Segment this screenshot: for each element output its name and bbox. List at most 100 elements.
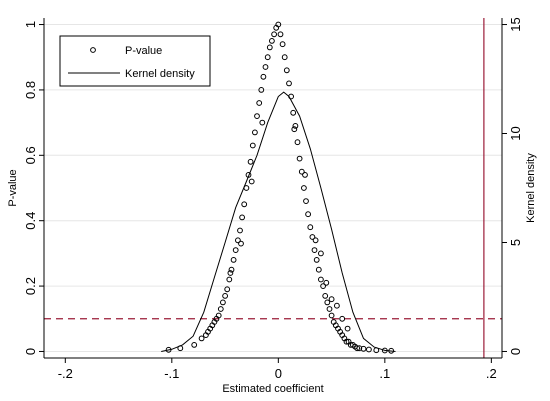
p-value-point [294, 139, 301, 146]
p-value-point [381, 347, 388, 354]
kernel-density-layer [161, 91, 396, 352]
p-value-point [326, 306, 333, 312]
p-value-point [311, 247, 318, 254]
p-value-point [245, 172, 252, 178]
p-value-point [271, 31, 278, 38]
p-value-points [165, 21, 395, 354]
p-value-point [334, 302, 340, 309]
p-value-point [324, 299, 331, 306]
p-value-point [354, 345, 361, 352]
p-value-point [259, 119, 266, 126]
p-value-point [227, 270, 234, 276]
y2-tick-label: 15 [508, 17, 523, 31]
kernel-density-line [161, 91, 396, 352]
p-value-point [247, 158, 254, 165]
gridlines [44, 24, 502, 352]
y-axis-title: P-value [7, 169, 19, 206]
p-value-point [292, 123, 299, 129]
legend-label-kernel-density: Kernel density [125, 68, 195, 80]
p-value-point [286, 80, 292, 87]
p-value-point [264, 54, 271, 61]
p-value-point [165, 346, 172, 353]
p-value-point [220, 299, 226, 306]
p-value-point [198, 335, 205, 342]
y-tick-label: 1 [23, 21, 38, 28]
p-value-point [328, 312, 335, 319]
p-value-point [388, 347, 395, 354]
x-tick-label: -.1 [164, 366, 179, 381]
p-value-point [301, 185, 307, 191]
p-value-point [288, 93, 295, 100]
p-value-point [356, 345, 363, 352]
p-value-point [313, 257, 320, 263]
p-value-point [277, 31, 284, 38]
x-tick-label: .1 [379, 366, 390, 381]
legend-label-p-value: P-value [125, 45, 162, 57]
p-value-point [224, 286, 231, 293]
reference-lines [44, 18, 502, 358]
p-value-point [318, 276, 324, 283]
x-tick-label: -.2 [58, 366, 73, 381]
p-value-point [315, 266, 322, 273]
y2-axis-title: Kernel density [525, 153, 537, 223]
p-value-point [243, 185, 250, 191]
p-value-point [343, 338, 350, 345]
x-tick-label: .2 [486, 366, 497, 381]
p-value-point [296, 155, 303, 162]
y-tick-label: 0 [23, 348, 38, 355]
p-value-point [241, 201, 248, 208]
p-value-point [222, 293, 229, 299]
p-value-point [230, 257, 237, 263]
p-value-point [320, 283, 327, 290]
y2-tick-label: 0 [508, 348, 523, 355]
p-value-point [323, 279, 330, 286]
p-value-point [344, 325, 351, 332]
p-value-point [249, 142, 256, 149]
p-value-point [237, 227, 243, 234]
y2-tick-label: 5 [508, 239, 523, 246]
p-value-point [291, 126, 298, 133]
p-value-point [290, 109, 297, 116]
p-value-point [281, 54, 288, 61]
p-value-point [228, 266, 235, 273]
p-value-point [248, 178, 255, 185]
p-value-point [318, 250, 324, 257]
y-tick-label: 0.8 [23, 81, 38, 99]
p-value-point [269, 38, 275, 44]
p-value-point [191, 342, 198, 348]
p-value-point [232, 247, 239, 254]
p-value-point [275, 21, 282, 28]
p-value-point [256, 100, 263, 106]
p-value-point [307, 224, 314, 231]
legend: P-value Kernel density [59, 35, 211, 87]
p-value-point [215, 312, 222, 319]
p-value-point [239, 214, 246, 221]
legend-box [59, 35, 211, 87]
p-value-point [260, 73, 267, 80]
p-value-point [302, 172, 308, 178]
y-tick-label: 0.2 [23, 277, 38, 295]
p-value-point [360, 345, 367, 352]
p-value-point [266, 44, 273, 51]
p-value-point [298, 168, 305, 175]
p-value-point [217, 306, 224, 312]
x-axis-title: Estimated coefficient [222, 383, 323, 395]
p-value-point [262, 64, 269, 70]
p-value-point [177, 345, 184, 352]
p-value-point [339, 315, 346, 322]
p-value-point [305, 211, 312, 218]
y-tick-label: 0.4 [23, 212, 38, 230]
p-value-point [235, 237, 241, 244]
p-value-point [322, 293, 329, 299]
x-tick-label: 0 [275, 366, 282, 381]
p-value-point [312, 237, 319, 244]
p-value-point [373, 347, 380, 354]
p-value-point [279, 41, 286, 48]
legend-marker-p-value [90, 47, 96, 53]
y2-tick-label: 10 [508, 126, 523, 140]
p-value-point [238, 240, 244, 247]
p-value-point [252, 129, 258, 136]
